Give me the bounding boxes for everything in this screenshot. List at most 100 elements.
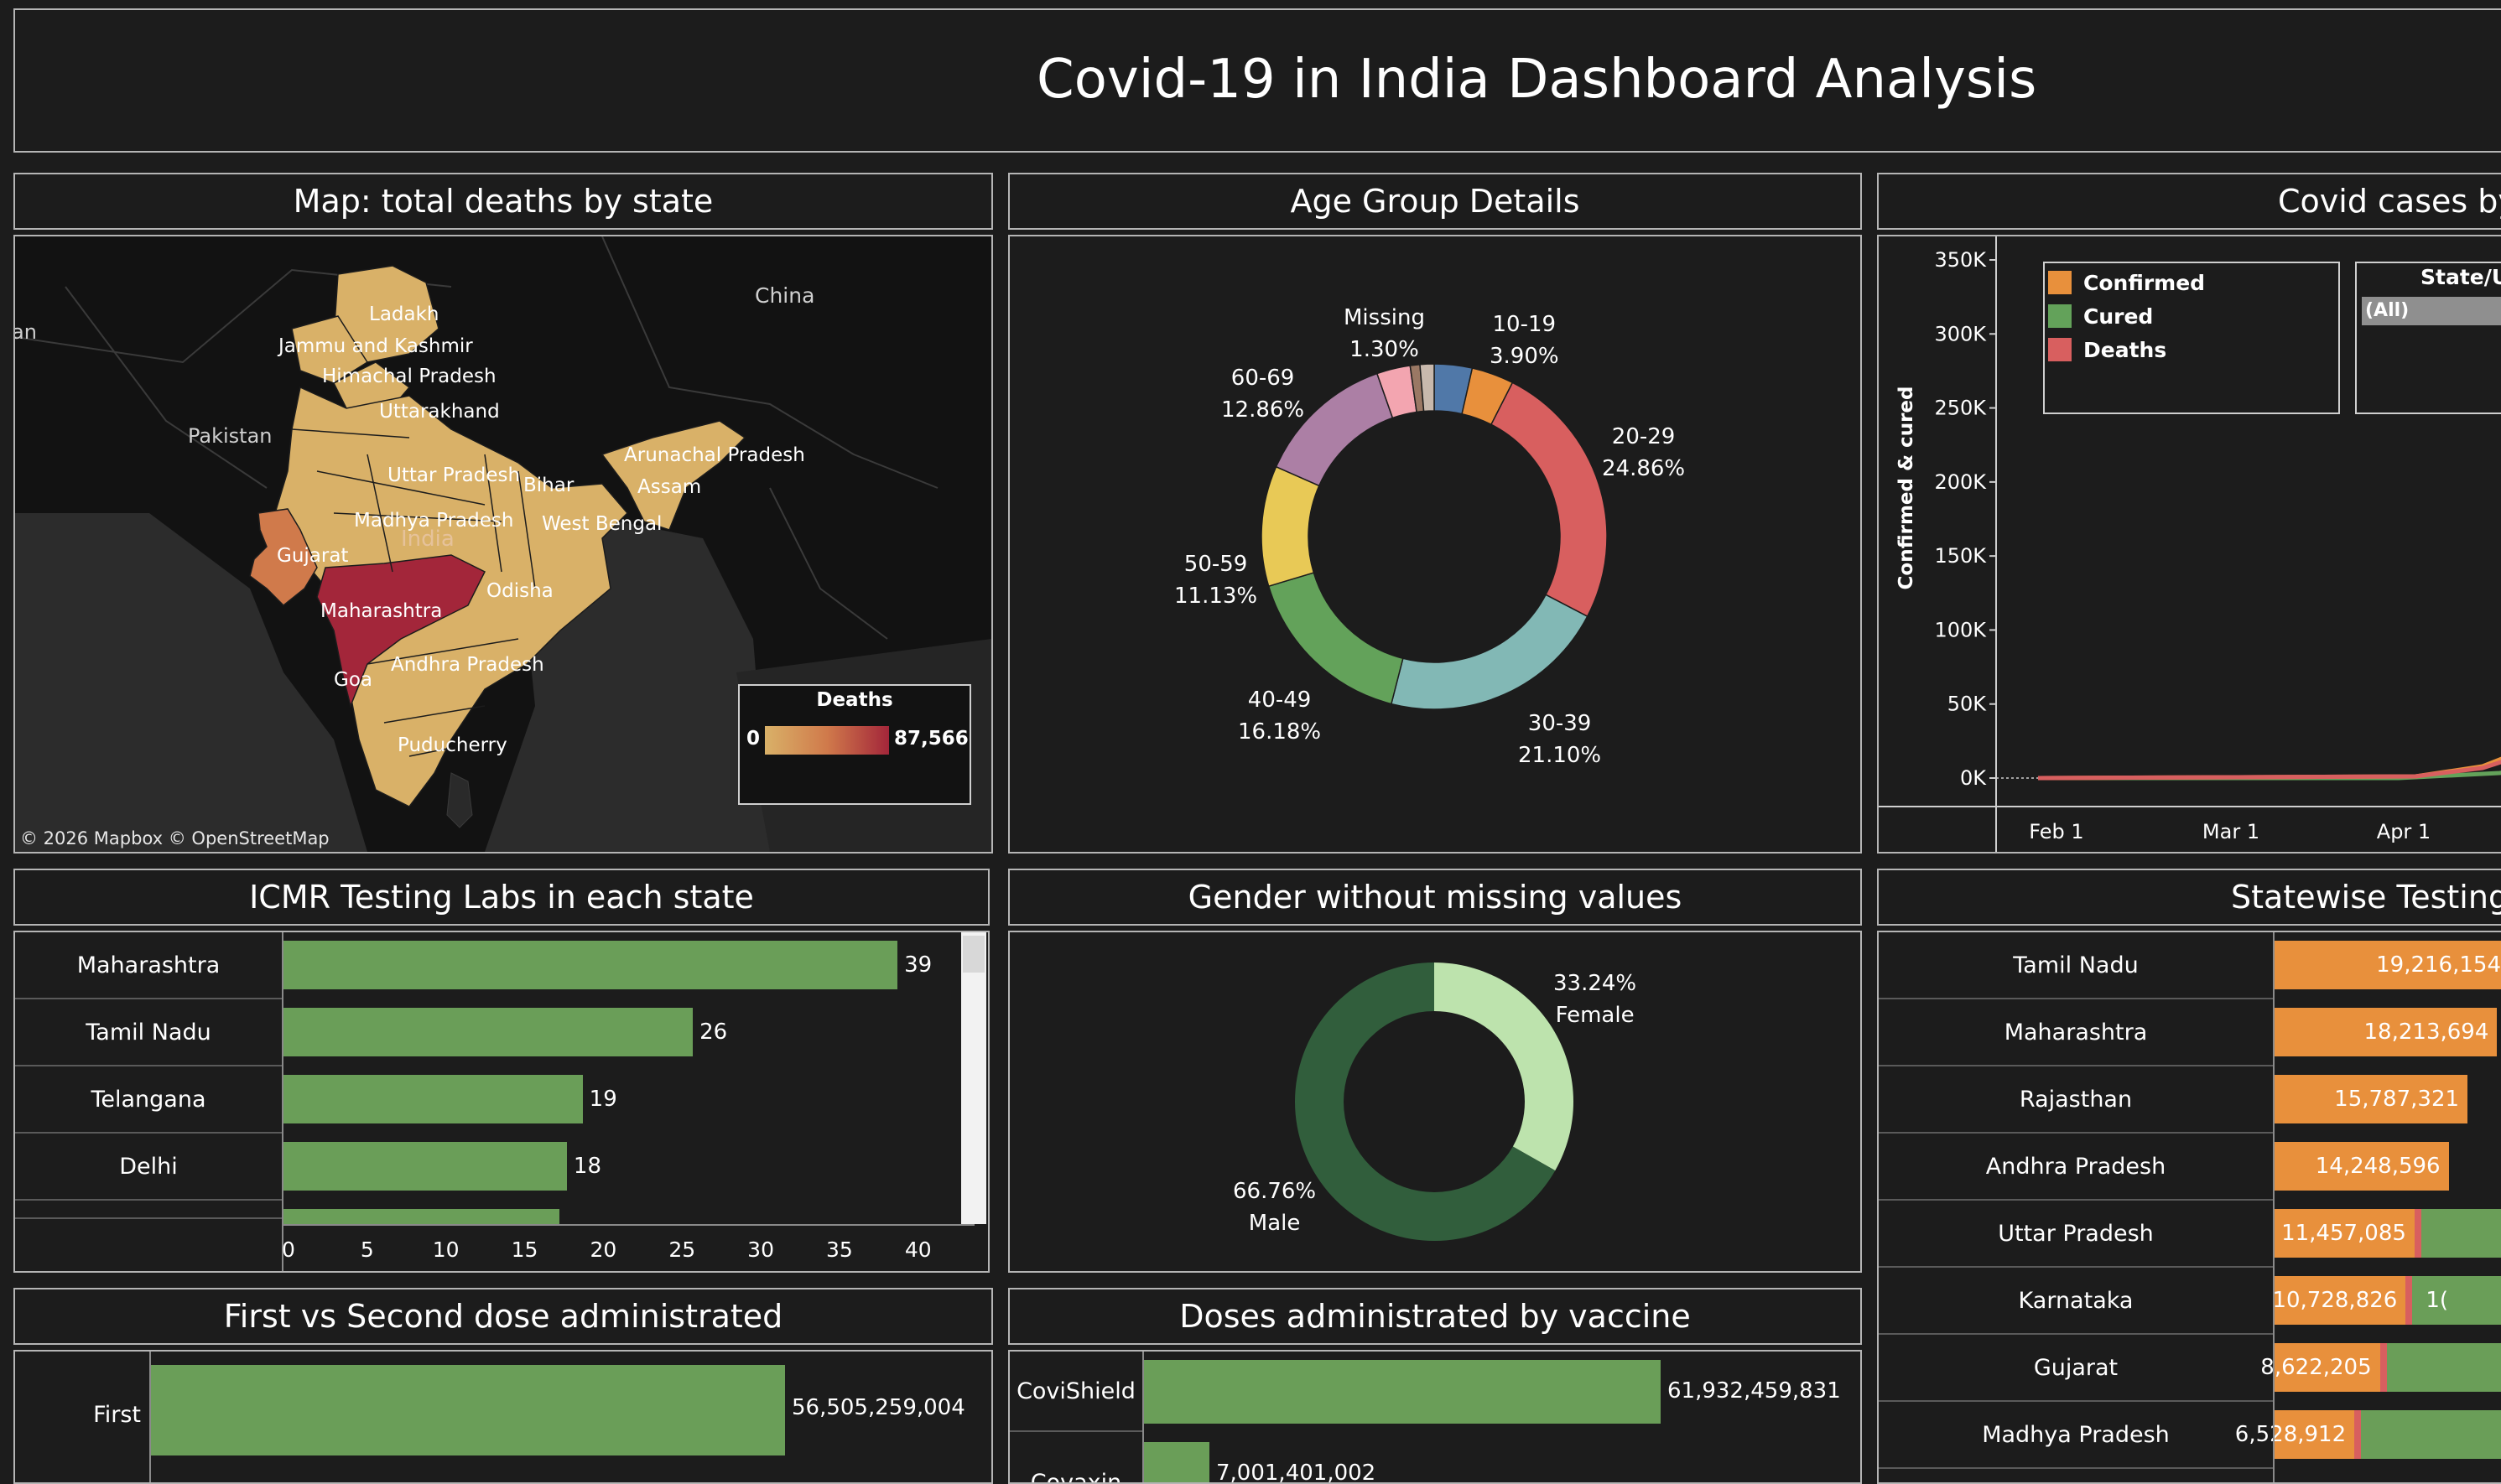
vaccine-bar-covaxin[interactable] [1144,1442,1209,1484]
statewise-bar-deaths[interactable] [2380,1343,2387,1392]
dose-row-first[interactable]: First [15,1352,149,1477]
statewise-bar-value: 14,248,596 [2316,1154,2441,1179]
legend-label-confirmed: Confirmed [2083,271,2205,295]
dose-row-label: First [93,1402,141,1428]
statewise-row-label: Maharashtra [2004,1020,2148,1046]
statewise-row-label: Uttar Pradesh [1998,1221,2154,1247]
icmr-bar[interactable] [283,941,897,989]
covid-ytick: 300K [1934,322,1987,345]
statewise-bar-cured[interactable] [2361,1410,2501,1459]
icmr-xtick: 30 [747,1238,774,1262]
statewise-row[interactable]: Maharashtra [1879,999,2273,1066]
statewise-bar-cured[interactable] [2421,1209,2501,1258]
age-slice-20-29[interactable] [1491,382,1607,616]
gender-donut-chart[interactable] [1010,932,1860,1271]
icmr-panel: Maharashtra Tamil Nadu Telangana Delhi 3… [13,931,990,1273]
icmr-xtick: 15 [512,1238,538,1262]
statewise-row-label: Andhra Pradesh [1986,1154,2166,1180]
vaccine-row-covishield[interactable]: CoviShield [1010,1352,1142,1432]
gender-panel-title: Gender without missing values [1008,869,1862,926]
statewise-bar-deaths[interactable] [2354,1410,2361,1459]
vaccine-value-covaxin: 7,001,401,002 [1216,1461,1375,1484]
covid-ytick: 250K [1934,397,1987,420]
map-label-assam: Assam [637,476,701,498]
age-slice-30-39[interactable] [1391,594,1588,709]
dashboard-title: Covid-19 in India Dashboard Analysis [1037,49,2036,111]
vaccine-bar-covishield[interactable] [1144,1360,1661,1424]
map-label-puducherry: Puducherry [398,734,507,756]
vaccine-panel-title: Doses administrated by vaccine [1008,1288,1862,1345]
dose-panel-title: First vs Second dose administrated [13,1288,993,1345]
statewise-bar-value: 18,213,694 [2364,1020,2489,1045]
icmr-bar[interactable] [283,1075,583,1123]
state-filter-dropdown[interactable]: (All) [2362,297,2501,325]
covid-ytick: 100K [1934,618,1987,641]
statewise-row[interactable]: Uttar Pradesh [1879,1201,2273,1268]
vaccine-row-covaxin[interactable]: Covaxin [1010,1432,1142,1484]
map-label-bihar: Bihar [523,475,574,496]
statewise-panel-title: Statewise Testing [1877,869,2501,926]
statewise-row[interactable]: Madhya Pradesh [1879,1402,2273,1469]
map-label-ap: Andhra Pradesh [391,654,544,676]
age-donut-chart[interactable] [1010,236,1860,852]
covid-ylabel: Confirmed & cured [1895,362,1921,614]
sri-lanka [447,773,472,828]
covid-line-deaths[interactable] [2038,753,2501,778]
statewise-bar-chart[interactable]: Tamil Nadu 19,216,154 Maharashtra 18,213,69… [1879,932,2501,1484]
icmr-xtick: 35 [826,1238,853,1262]
statewise-row-label: Tamil Nadu [2013,952,2138,978]
statewise-row[interactable]: Tamil Nadu [1879,932,2273,999]
map-attribution[interactable]: © 2026 Mapbox © OpenStreetMap [20,828,330,848]
map-label-arunachal: Arunachal Pradesh [624,444,805,466]
legend-item-cured[interactable]: Cured [2048,302,2153,330]
gender-panel: 33.24%Female 66.76%Male [1008,931,1862,1273]
legend-item-deaths[interactable]: Deaths [2048,335,2166,364]
map-panel[interactable]: an Pakistan China India Ladakh Jammu and… [13,235,993,854]
map-legend-min: 0 [746,728,760,750]
covid-xtick: Apr 1 [2377,820,2431,843]
statewise-axis-divider [2273,932,2275,1484]
covid-xtick: Feb 1 [2029,820,2083,843]
map-label-up: Uttar Pradesh [387,464,520,486]
statewise-bar-deaths[interactable] [2415,1209,2421,1258]
statewise-row-label: Rajasthan [2020,1087,2132,1113]
map-label-uk: Uttarakhand [379,401,500,423]
covid-ytick: 150K [1934,544,1987,568]
dose-bar-first[interactable] [151,1365,785,1455]
icmr-bar[interactable] [283,1008,693,1056]
icmr-bar-partial[interactable] [283,1209,559,1224]
statewise-row[interactable]: Gujarat [1879,1335,2273,1402]
gender-label-male: 66.76%Male [1233,1175,1316,1239]
icmr-bar-value: 19 [590,1087,617,1112]
icmr-bar-value: 39 [904,952,932,978]
map-label-wb: West Bengal [542,513,662,535]
icmr-scrollbar-thumb[interactable] [963,936,985,973]
statewise-row-label: Gujarat [2034,1355,2118,1381]
icmr-panel-title: ICMR Testing Labs in each state [13,869,990,926]
age-slice-50-59[interactable] [1261,467,1319,586]
covid-ytick: 0K [1960,766,1987,790]
statewise-row[interactable]: Karnataka [1879,1268,2273,1335]
map-label-china: China [755,283,814,308]
statewise-row[interactable]: Rajasthan [1879,1066,2273,1134]
icmr-xtick: 20 [590,1238,616,1262]
icmr-bar[interactable] [283,1142,567,1191]
statewise-row[interactable]: Andhra Pradesh [1879,1134,2273,1201]
covid-xtick: Mar 1 [2202,820,2259,843]
dose-value-first: 56,505,259,004 [792,1395,965,1420]
icmr-scrollbar[interactable] [961,932,986,1224]
state-filter-title: State/U [2420,265,2501,289]
statewise-bar-deaths[interactable] [2405,1276,2412,1325]
map-label-mp: Madhya Pradesh [354,510,513,532]
statewise-bar-cured[interactable] [2387,1343,2501,1392]
legend-item-confirmed[interactable]: Confirmed [2048,268,2205,297]
statewise-bar-value: 15,787,321 [2334,1087,2459,1112]
statewise-bar-value: 19,216,154 [2376,952,2501,978]
